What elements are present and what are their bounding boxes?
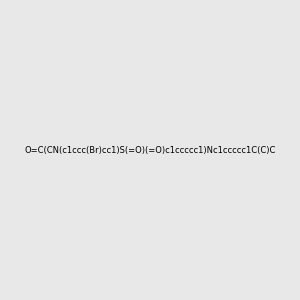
Text: O=C(CN(c1ccc(Br)cc1)S(=O)(=O)c1ccccc1)Nc1ccccc1C(C)C: O=C(CN(c1ccc(Br)cc1)S(=O)(=O)c1ccccc1)Nc… bbox=[24, 146, 276, 154]
